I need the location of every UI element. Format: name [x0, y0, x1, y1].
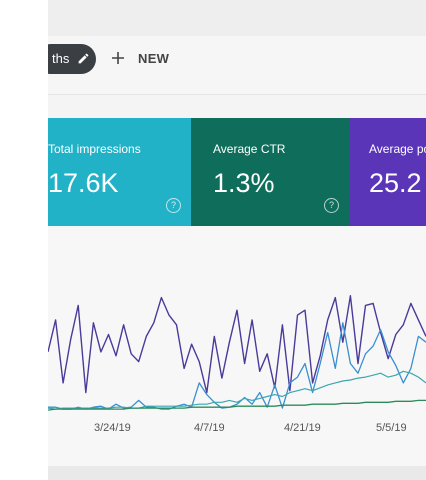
filter-chip[interactable]: ths — [48, 44, 96, 74]
x-tick-label: 4/7/19 — [194, 422, 225, 434]
card-title: Total impressions — [48, 142, 141, 156]
bottom-strip — [48, 466, 426, 480]
chart-svg — [48, 294, 426, 411]
card-value: 25.2 — [369, 168, 422, 198]
x-tick-label: 4/21/19 — [284, 422, 321, 434]
card-value: 1.3% — [213, 168, 275, 198]
metric-cards: Total impressions 17.6K ? Average CTR 1.… — [48, 118, 426, 226]
monitor-screen: ths NEW Total impressions 17.6K ? Averag… — [48, 0, 426, 480]
pencil-icon — [78, 53, 89, 64]
series-line-2 — [48, 370, 426, 410]
help-icon[interactable]: ? — [166, 198, 181, 213]
card-title: Average po — [369, 142, 426, 156]
card-total-impressions[interactable]: Total impressions 17.6K ? — [48, 118, 191, 226]
new-button-label: NEW — [138, 51, 170, 66]
help-icon[interactable]: ? — [324, 198, 339, 213]
card-value: 17.6K — [48, 168, 119, 198]
series-line-0 — [48, 294, 426, 394]
new-button[interactable]: NEW — [110, 46, 180, 72]
series-line-3 — [48, 399, 426, 411]
series-line-1 — [48, 322, 426, 410]
toolbar — [48, 36, 426, 95]
x-tick-label: 5/5/19 — [376, 422, 407, 434]
card-average-position[interactable]: Average po 25.2 — [349, 118, 426, 226]
filter-chip-label: ths — [52, 51, 70, 66]
top-bar — [48, 0, 426, 37]
card-title: Average CTR — [213, 142, 286, 156]
performance-chart: 3/24/19 4/7/19 4/21/19 5/5/19 — [48, 226, 426, 466]
card-average-ctr[interactable]: Average CTR 1.3% ? — [191, 118, 349, 226]
plus-icon — [112, 52, 124, 64]
x-tick-label: 3/24/19 — [94, 422, 131, 434]
